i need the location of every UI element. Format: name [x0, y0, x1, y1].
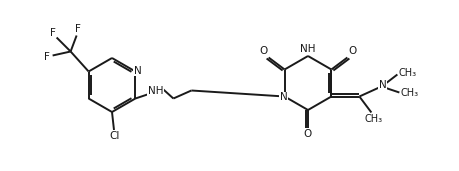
Text: O: O [259, 47, 267, 56]
Text: F: F [74, 24, 80, 35]
Text: N: N [133, 65, 141, 76]
Text: O: O [347, 47, 356, 56]
Text: N: N [378, 81, 386, 90]
Text: CH₃: CH₃ [399, 88, 418, 97]
Text: CH₃: CH₃ [364, 114, 381, 123]
Text: CH₃: CH₃ [397, 68, 415, 77]
Text: F: F [50, 28, 56, 37]
Text: F: F [44, 51, 50, 62]
Text: O: O [303, 129, 312, 139]
Text: NH: NH [147, 86, 163, 95]
Text: N: N [279, 93, 287, 102]
Text: Cl: Cl [110, 131, 120, 141]
Text: NH: NH [300, 44, 315, 54]
